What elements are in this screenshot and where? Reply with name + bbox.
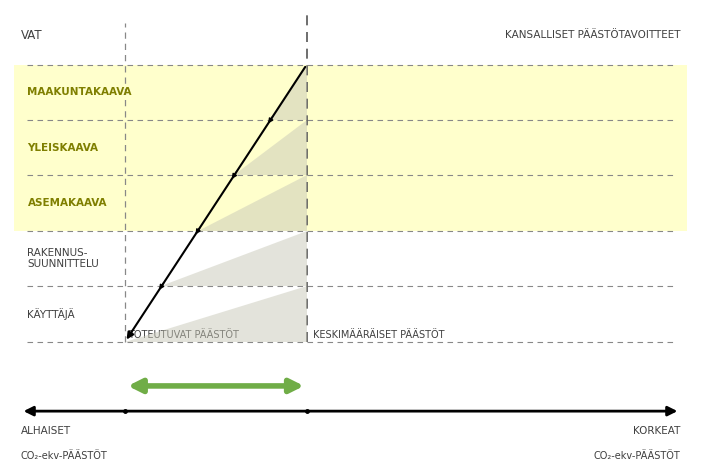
Text: CO₂-ekv-PÄÄSTÖT: CO₂-ekv-PÄÄSTÖT xyxy=(21,451,107,461)
Text: ASEMAKAAVA: ASEMAKAAVA xyxy=(27,198,107,208)
Text: KESKIMÄÄRÄISET PÄÄSTÖT: KESKIMÄÄRÄISET PÄÄSTÖT xyxy=(313,330,445,340)
Polygon shape xyxy=(234,120,307,176)
Polygon shape xyxy=(271,65,307,120)
Bar xyxy=(14,176,687,231)
Bar xyxy=(14,65,687,120)
Text: CO₂-ekv-PÄÄSTÖT: CO₂-ekv-PÄÄSTÖT xyxy=(594,451,680,461)
Polygon shape xyxy=(198,176,307,231)
Polygon shape xyxy=(161,231,307,287)
Text: RAKENNUS-
SUUNNITTELU: RAKENNUS- SUUNNITTELU xyxy=(27,248,100,270)
Text: VAT: VAT xyxy=(21,29,42,42)
Bar xyxy=(14,120,687,176)
Text: MAAKUNTAKAAVA: MAAKUNTAKAAVA xyxy=(27,87,132,97)
Text: KORKEAT: KORKEAT xyxy=(633,426,680,436)
Polygon shape xyxy=(125,287,307,342)
Text: ALHAISET: ALHAISET xyxy=(21,426,71,436)
Text: TOTEUTUVAT PÄÄSTÖT: TOTEUTUVAT PÄÄSTÖT xyxy=(128,330,239,340)
Text: YLEISKAAVA: YLEISKAAVA xyxy=(27,143,98,153)
Text: KÄYTTÄJÄ: KÄYTTÄJÄ xyxy=(27,308,75,320)
Text: KANSALLISET PÄÄSTÖTAVOITTEET: KANSALLISET PÄÄSTÖTAVOITTEET xyxy=(505,30,680,40)
